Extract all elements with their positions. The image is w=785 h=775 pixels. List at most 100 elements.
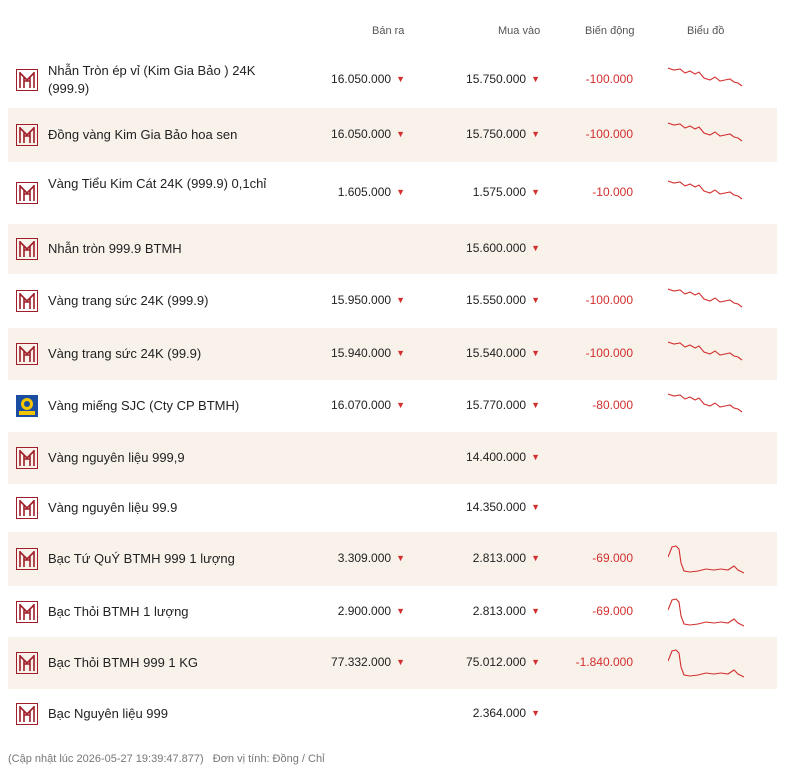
price-change: -80.000 xyxy=(592,398,633,412)
sell-price-value: 2.900.000 xyxy=(337,603,392,618)
buy-price-value: 2.364.000 xyxy=(472,706,527,720)
header-ban-ra: Bán ra xyxy=(372,25,405,37)
down-arrow-icon: ▼ xyxy=(396,295,405,305)
table-row: Vàng nguyên liệu 99.9 14.350.000 ▼ xyxy=(8,484,777,532)
price-change: -69.000 xyxy=(592,551,633,565)
buy-price: 15.540.000 ▼ xyxy=(466,346,540,360)
down-arrow-icon: ▼ xyxy=(531,657,540,667)
btmh-logo-icon xyxy=(16,703,38,725)
buy-price: 2.364.000 ▼ xyxy=(473,706,540,720)
trend-sparkline[interactable] xyxy=(667,597,748,626)
price-change: -69.000 xyxy=(592,603,633,618)
btmh-logo-icon xyxy=(16,290,38,312)
btmh-logo-icon xyxy=(16,652,38,674)
down-arrow-icon: ▼ xyxy=(531,553,540,563)
trend-sparkline[interactable] xyxy=(667,649,748,678)
price-change: -100.000 xyxy=(585,346,633,360)
sell-price-value: 1.605.000 xyxy=(337,185,392,199)
down-arrow-icon: ▼ xyxy=(396,348,405,358)
table-row: Vàng nguyên liệu 999,9 14.400.000 ▼ xyxy=(8,432,777,484)
sell-price-value: 16.070.000 xyxy=(331,398,392,412)
buy-price: 2.813.000 ▼ xyxy=(473,604,540,618)
sell-price: 3.309.000 ▼ xyxy=(338,551,405,565)
down-arrow-icon: ▼ xyxy=(396,657,405,667)
trend-sparkline[interactable] xyxy=(667,340,748,368)
down-arrow-icon: ▼ xyxy=(396,187,405,197)
trend-sparkline[interactable] xyxy=(667,66,748,94)
product-name: Bạc Nguyên liệu 999 xyxy=(48,706,168,721)
buy-price-value: 14.400.000 xyxy=(466,450,527,464)
header-bien-dong: Biến động xyxy=(585,25,635,37)
sell-price: 16.050.000 ▼ xyxy=(331,127,405,141)
buy-price: 14.400.000 ▼ xyxy=(466,450,540,464)
trend-sparkline[interactable] xyxy=(667,287,748,315)
product-name: Bạc Tứ QuÝ BTMH 999 1 lượng xyxy=(48,551,235,566)
sell-price-value: 15.940.000 xyxy=(331,346,392,360)
buy-price-value: 75.012.000 xyxy=(466,655,527,669)
btmh-logo-icon xyxy=(16,600,38,623)
price-change: -100.000 xyxy=(585,127,633,141)
product-name: Nhẫn Tròn ép vỉ (Kim Gia Bảo ) 24K (999.… xyxy=(48,63,256,96)
table-row: Bạc Nguyên liệu 999 2.364.000 ▼ xyxy=(8,689,777,739)
price-change: -100.000 xyxy=(585,293,633,307)
product-name: Vàng nguyên liệu 99.9 xyxy=(48,500,178,515)
sell-price-value: 77.332.000 xyxy=(331,655,392,669)
sell-price: 16.070.000 ▼ xyxy=(331,398,405,412)
sell-price: 2.900.000 ▼ xyxy=(338,604,405,618)
down-arrow-icon: ▼ xyxy=(396,129,405,139)
down-arrow-icon: ▼ xyxy=(396,400,405,410)
down-arrow-icon: ▼ xyxy=(531,348,540,358)
trend-sparkline[interactable] xyxy=(667,179,748,207)
table-row: Vàng trang sức 24K (99.9) 15.940.000 ▼ 15.5… xyxy=(8,328,777,380)
price-change: -10.000 xyxy=(592,185,633,199)
sell-price: 77.332.000 ▼ xyxy=(331,655,405,669)
table-row: Nhẫn Tròn ép vỉ (Kim Gia Bảo ) 24K (999.… xyxy=(8,52,777,108)
sell-price-value: 16.050.000 xyxy=(331,72,392,86)
header-mua-vao: Mua vào xyxy=(498,25,541,37)
table-row: Bạc Tứ QuÝ BTMH 999 1 lượng 3.309.000 ▼ 2.8… xyxy=(8,532,777,586)
btmh-logo-icon xyxy=(16,69,38,91)
down-arrow-icon: ▼ xyxy=(531,452,540,462)
table-row: Vàng Tiểu Kim Cát 24K (999.9) 0,1chỉ 1.60… xyxy=(8,162,777,224)
product-name: Vàng trang sức 24K (99.9) xyxy=(48,346,202,361)
product-name: Vàng trang sức 24K (999.9) xyxy=(48,293,209,308)
down-arrow-icon: ▼ xyxy=(396,553,405,563)
buy-price: 2.813.000 ▼ xyxy=(473,551,540,565)
product-name: Vàng nguyên liệu 999,9 xyxy=(48,450,185,465)
btmh-logo-icon xyxy=(16,447,38,469)
down-arrow-icon: ▼ xyxy=(531,243,540,253)
buy-price-value: 15.540.000 xyxy=(466,346,527,360)
table-row: Đồng vàng Kim Gia Bảo hoa sen 16.050.000 ▼… xyxy=(8,108,777,162)
btmh-logo-icon xyxy=(16,182,38,204)
update-timestamp: (Cập nhật lúc 2026-05-27 19:39:47.877) xyxy=(8,753,204,765)
btmh-logo-icon xyxy=(16,238,38,260)
product-name: Đồng vàng Kim Gia Bảo hoa sen xyxy=(48,127,238,142)
buy-price: 14.350.000 ▼ xyxy=(466,500,540,514)
trend-sparkline[interactable] xyxy=(667,392,748,420)
sell-price: 1.605.000 ▼ xyxy=(338,185,405,199)
down-arrow-icon: ▼ xyxy=(531,129,540,139)
buy-price-value: 15.600.000 xyxy=(466,241,527,255)
down-arrow-icon: ▼ xyxy=(531,605,540,616)
down-arrow-icon: ▼ xyxy=(531,187,540,197)
product-name: Nhẫn tròn 999.9 BTMH xyxy=(48,241,182,256)
down-arrow-icon: ▼ xyxy=(531,74,540,84)
product-name: Bạc Thỏi BTMH 1 lượng xyxy=(48,603,189,619)
btmh-logo-icon xyxy=(16,343,38,365)
down-arrow-icon: ▼ xyxy=(396,605,405,616)
buy-price-value: 15.750.000 xyxy=(466,127,527,141)
table-row: Vàng trang sức 24K (999.9) 15.950.000 ▼ 15.… xyxy=(8,274,777,328)
down-arrow-icon: ▼ xyxy=(531,502,540,512)
sell-price-value: 16.050.000 xyxy=(331,127,392,141)
trend-sparkline[interactable] xyxy=(667,121,748,149)
sell-price: 16.050.000 ▼ xyxy=(331,72,405,86)
table-footer: (Cập nhật lúc 2026-05-27 19:39:47.877) Đ… xyxy=(8,753,331,765)
buy-price-value: 15.750.000 xyxy=(466,72,527,86)
table-row: Bạc Thỏi BTMH 1 lượng 2.900.000 ▼ 2.813.000… xyxy=(8,586,777,637)
header-bieu-do: Biểu đồ xyxy=(687,25,725,37)
buy-price: 15.750.000 ▼ xyxy=(466,127,540,141)
buy-price-value: 14.350.000 xyxy=(466,500,527,514)
trend-sparkline[interactable] xyxy=(667,545,748,574)
buy-price: 15.750.000 ▼ xyxy=(466,72,540,86)
